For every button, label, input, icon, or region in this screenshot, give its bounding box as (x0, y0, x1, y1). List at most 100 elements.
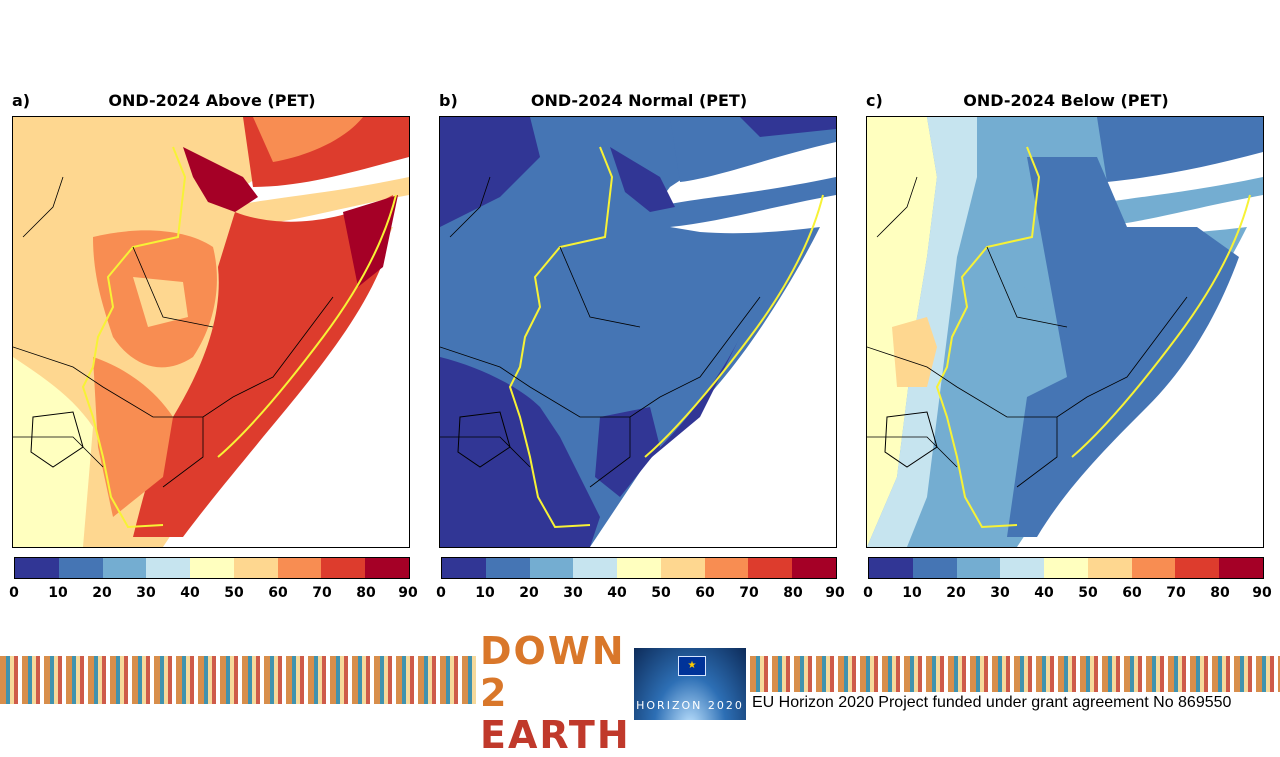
central-light (967, 267, 1047, 332)
lake-victoria (30, 411, 84, 468)
tick-label: 10 (48, 585, 68, 601)
border-lines (13, 176, 334, 488)
band-pattern (0, 656, 476, 704)
colorbar-segment (58, 558, 103, 578)
colorbar-segment (529, 558, 574, 578)
logo-line-1: DOWN 2 (480, 629, 626, 715)
boundary-line (508, 146, 824, 529)
arabia-dark (740, 117, 836, 137)
tick-label: 90 (825, 585, 845, 601)
down2earth-logo: DOWN 2 EARTH (480, 629, 629, 756)
colorbar-segment (869, 558, 913, 578)
horizon-text: HORIZON 2020 (636, 699, 744, 712)
colorbar-segment (1131, 558, 1176, 578)
colorbar-segment (748, 558, 793, 578)
horizon-2020-logo: ★ HORIZON 2020 (634, 648, 746, 720)
tick-label: 20 (92, 585, 112, 601)
colorbar-segment (1044, 558, 1088, 578)
tick-label: 70 (739, 585, 759, 601)
panel-above: a) OND-2024 Above (PET) (9, 88, 418, 608)
logo-line-2: EARTH (480, 713, 631, 757)
colorbar-segment (660, 558, 705, 578)
east-blue (1007, 157, 1239, 537)
panel-label: a) (12, 91, 31, 110)
map-above (12, 116, 410, 548)
colorbar-segment (15, 558, 59, 578)
panel-label: b) (439, 91, 458, 110)
tick-label: 30 (990, 585, 1010, 601)
decorative-band-right (750, 656, 1280, 692)
se-dark (595, 407, 660, 497)
lake-victoria (457, 411, 511, 468)
band-pattern (750, 656, 1280, 692)
tick-label: 60 (268, 585, 288, 601)
panel-label: c) (866, 91, 883, 110)
tick-label: 80 (1210, 585, 1230, 601)
sea-area (590, 195, 836, 547)
colorbar-segment (442, 558, 486, 578)
colorbar-segment (792, 558, 837, 578)
central-orange (93, 357, 173, 517)
tick-label: 70 (312, 585, 332, 601)
tick-label: 60 (695, 585, 715, 601)
tick-label: 30 (136, 585, 156, 601)
panel-title: OND-2024 Below (PET) (963, 91, 1169, 110)
decorative-band-left (0, 656, 476, 704)
tick-label: 50 (1078, 585, 1098, 601)
colorbar-segment (1087, 558, 1132, 578)
arabia-inner (253, 117, 363, 162)
arabia-land (1097, 117, 1263, 182)
colorbar-segment (617, 558, 661, 578)
south-dark (440, 357, 600, 547)
colorbar-ticks: 0 10 20 30 40 50 60 70 80 90 (9, 585, 418, 603)
colorbar-segment (573, 558, 618, 578)
colorbar-segment (233, 558, 278, 578)
map-normal (439, 116, 837, 548)
boundary-line (81, 146, 397, 529)
colorbar (441, 557, 837, 579)
panel-below: c) OND-2024 Below (PET) 0 10 20 (863, 88, 1272, 608)
colorbar-segment (146, 558, 191, 578)
colorbar-segment (912, 558, 957, 578)
border-lines (867, 176, 1188, 488)
interior-light (133, 277, 188, 327)
colorbar (14, 557, 410, 579)
tick-label: 70 (1166, 585, 1186, 601)
tick-label: 50 (224, 585, 244, 601)
panel-normal: b) OND-2024 Normal (PET) 0 10 (436, 88, 845, 608)
map-below (866, 116, 1264, 548)
colorbar-segment (190, 558, 234, 578)
tick-label: 90 (398, 585, 418, 601)
horn-coast (133, 195, 393, 537)
colorbar (868, 557, 1264, 579)
colorbar-segment (1175, 558, 1220, 578)
nw-dark (440, 117, 540, 227)
tick-label: 90 (1252, 585, 1272, 601)
tick-label: 80 (356, 585, 376, 601)
tick-label: 10 (475, 585, 495, 601)
uganda-orange (892, 317, 937, 387)
colorbar-segment (102, 558, 147, 578)
tick-label: 40 (180, 585, 200, 601)
colorbar-segment (704, 558, 749, 578)
tick-label: 60 (1122, 585, 1142, 601)
tick-label: 20 (519, 585, 539, 601)
lake-victoria (884, 411, 938, 468)
colorbar-ticks: 0 10 20 30 40 50 60 70 80 90 (436, 585, 845, 603)
tick-label: 50 (651, 585, 671, 601)
funding-statement: EU Horizon 2020 Project funded under gra… (752, 694, 1232, 711)
colorbar-segment (321, 558, 366, 578)
colorbar-segment (1219, 558, 1264, 578)
tick-label: 80 (783, 585, 803, 601)
tick-label: 40 (1034, 585, 1054, 601)
tick-label: 10 (902, 585, 922, 601)
colorbar-ticks: 0 10 20 30 40 50 60 70 80 90 (863, 585, 1272, 603)
colorbar-segment (1000, 558, 1045, 578)
horn-tip (343, 195, 398, 287)
colorbar-segment (365, 558, 410, 578)
tick-label: 0 (863, 585, 873, 601)
west-yellow (13, 357, 93, 547)
tick-label: 40 (607, 585, 627, 601)
horn-dark (610, 147, 675, 212)
panel-title: OND-2024 Above (PET) (108, 91, 316, 110)
